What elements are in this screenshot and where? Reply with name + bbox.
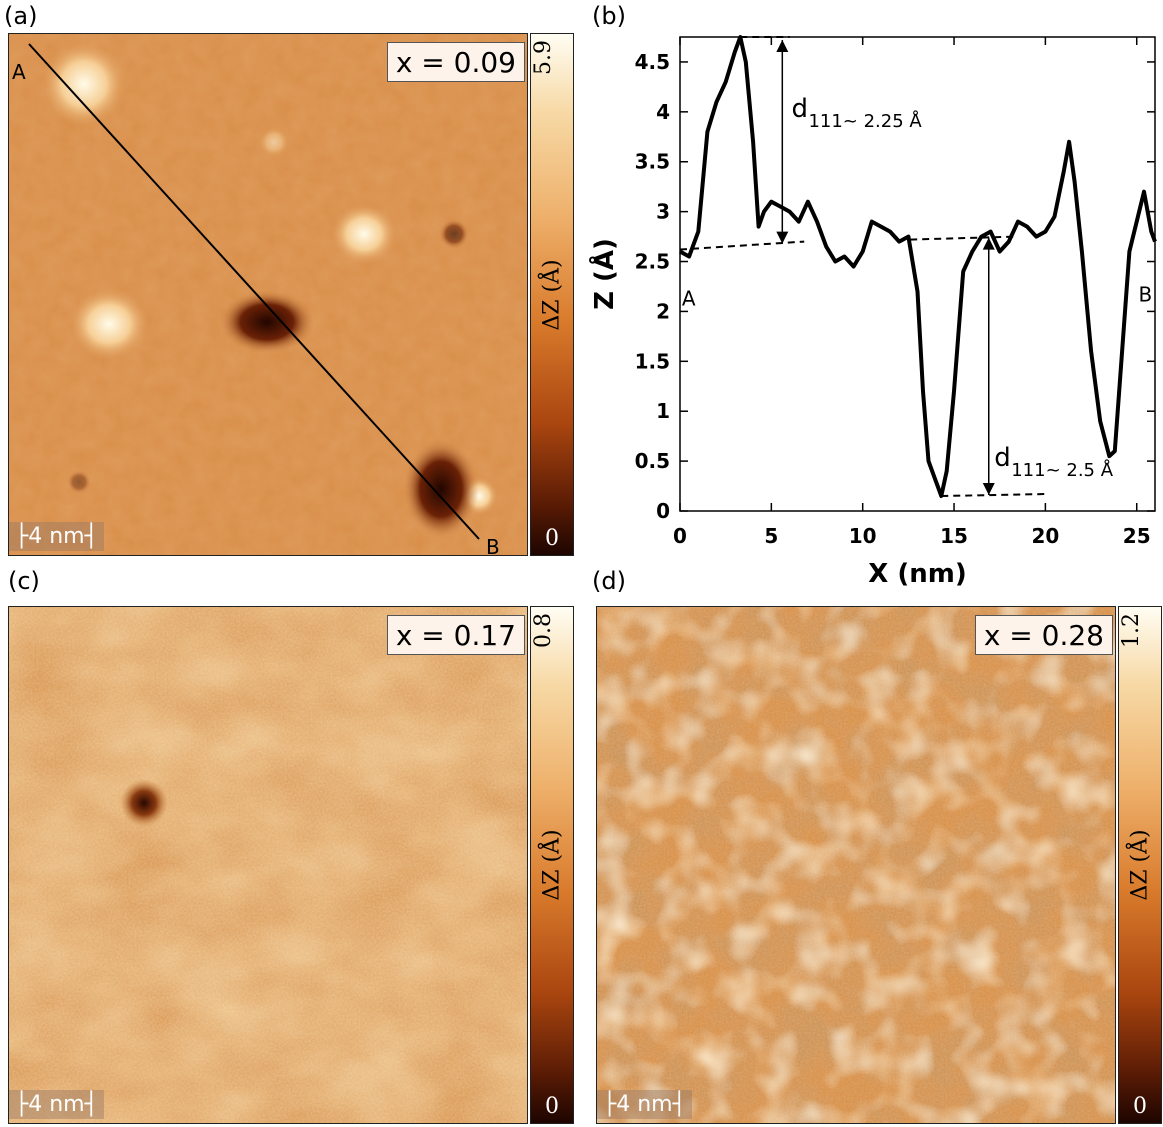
colorbar-d: 1.2 ΔZ (Å) 0: [1118, 606, 1162, 1124]
adatom-bright-1: [39, 39, 129, 129]
colorbar-c-max: 0.8: [531, 613, 556, 648]
x-tick-label: 15: [940, 524, 968, 548]
colorbar-d-min: 0: [1133, 1094, 1147, 1119]
step-label-1: d: [791, 94, 808, 124]
ref-line-terrace-mid: [910, 235, 1019, 241]
adatom-bright-5: [258, 126, 290, 158]
x-axis-label: X (nm): [868, 559, 966, 589]
defect-dark-c: [120, 779, 168, 827]
colorbar-c-label: ΔZ (Å): [539, 829, 565, 901]
colorbar-c: 0.8 ΔZ (Å) 0: [530, 606, 574, 1124]
panel-b-label: (b): [592, 2, 626, 30]
doping-badge-d: x = 0.28: [974, 615, 1113, 655]
colorbar-c-min: 0: [545, 1094, 559, 1119]
doping-badge-c: x = 0.17: [386, 615, 525, 655]
scale-bar-d: ├4 nm┤: [597, 1090, 692, 1119]
scale-bar-label-a: 4 nm: [28, 524, 85, 549]
y-tick-label: 1: [656, 399, 670, 423]
profile-point-b: B: [1139, 282, 1153, 306]
stm-image-d: x = 0.28 ├4 nm┤: [596, 606, 1116, 1124]
colorbar-a-label: ΔZ (Å): [539, 258, 565, 331]
stm-image-c: x = 0.17 ├4 nm┤: [8, 606, 528, 1124]
step-label-2: d: [994, 443, 1011, 473]
line-start-label: A: [12, 60, 26, 84]
x-tick-label: 0: [673, 524, 687, 548]
vacancy-dark-1: [219, 290, 315, 354]
profile-point-a: A: [682, 286, 696, 310]
scale-bar-label-c: 4 nm: [28, 1092, 85, 1117]
y-tick-label: 4.5: [635, 50, 670, 74]
y-tick-label: 0.5: [635, 449, 670, 473]
step-label-2-sub: 111~ 2.5 Å: [1011, 459, 1114, 481]
scale-bar-label-d: 4 nm: [616, 1092, 673, 1117]
scale-bar-a: ├4 nm┤: [9, 522, 104, 551]
profile-series: [679, 35, 1157, 498]
stm-topography-d: [597, 607, 1115, 1123]
vacancy-dark-2: [403, 439, 479, 539]
colorbar-a-min: 0: [545, 526, 559, 551]
ref-line-terrace-low: [679, 240, 805, 251]
y-tick-label: 4: [656, 100, 670, 124]
scale-bar-c: ├4 nm┤: [9, 1090, 104, 1119]
stm-topography-c: [9, 607, 527, 1123]
adatom-bright-3: [67, 286, 151, 362]
profile-line-ab: [28, 43, 480, 540]
vacancy-dark-3: [439, 219, 469, 249]
x-tick-label: 10: [849, 524, 877, 548]
panel-c-label: (c): [8, 567, 40, 595]
stm-image-a: x = 0.09 ├4 nm┤: [8, 33, 528, 556]
plot-frame: [679, 36, 1156, 512]
step-arrow-1-head-top: [776, 39, 789, 52]
y-tick-label: 0: [656, 499, 670, 523]
stm-topography-a: [9, 34, 527, 555]
colorbar-d-label: ΔZ (Å): [1127, 829, 1153, 901]
step-arrow-2-head-bottom: [982, 483, 995, 496]
step-arrow-2-head-top: [982, 237, 995, 250]
step-arrow-1-head-bottom: [776, 231, 789, 244]
x-tick-label: 5: [764, 524, 778, 548]
y-axis-label: Z (Å): [588, 238, 620, 310]
colorbar-a-max: 5.9: [531, 40, 556, 75]
vacancy-dark-4: [67, 470, 91, 494]
y-tick-label: 2.5: [635, 250, 670, 274]
doping-badge-a: x = 0.09: [386, 42, 525, 82]
panel-a-label: (a): [4, 2, 38, 30]
y-tick-label: 3: [656, 200, 670, 224]
y-tick-label: 1.5: [635, 349, 670, 373]
step-label-1-sub: 111~ 2.25 Å: [808, 110, 922, 132]
x-tick-label: 20: [1031, 524, 1059, 548]
ref-line-pit: [941, 493, 1046, 498]
height-profile-chart: 0 5 10 15 20 25 0 0.5 1 1.5 2 2.5 3 3.5 4 4.5 X (nm) Z (Å…: [588, 35, 1157, 589]
line-end-label: B: [486, 535, 500, 559]
y-tick-label: 3.5: [635, 150, 670, 174]
colorbar-a: 5.9 ΔZ (Å) 0: [530, 33, 574, 556]
y-tick-label: 2: [656, 299, 670, 323]
x-tick-label: 25: [1123, 524, 1151, 548]
panel-d-label: (d): [592, 567, 626, 595]
colorbar-d-max: 1.2: [1119, 613, 1144, 648]
adatom-bright-2: [329, 202, 399, 266]
